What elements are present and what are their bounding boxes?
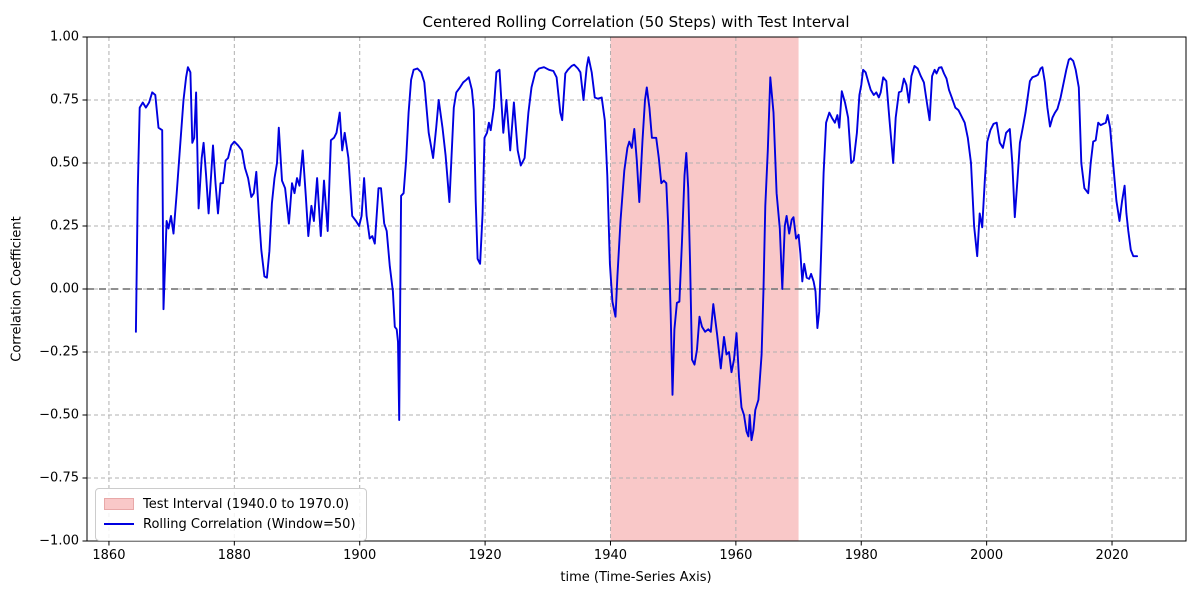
- legend-label-test-interval: Test Interval (1940.0 to 1970.0): [143, 496, 350, 512]
- chart-title: Centered Rolling Correlation (50 Steps) …: [422, 13, 850, 31]
- test-interval-swatch-icon: [104, 498, 134, 510]
- y-tick-label: −0.25: [39, 344, 79, 360]
- y-tick-label: −0.50: [39, 407, 79, 423]
- legend-item-rolling-correlation: Rolling Correlation (Window=50): [104, 514, 356, 534]
- x-tick-label: 1860: [92, 548, 126, 563]
- y-tick-label: 1.00: [50, 29, 79, 45]
- x-tick-label: 2020: [1095, 548, 1129, 563]
- x-tick-label: 1960: [719, 548, 753, 563]
- y-tick-label: 0.25: [50, 218, 79, 234]
- x-tick-label: 2000: [970, 548, 1004, 563]
- y-tick-label: −1.00: [39, 533, 79, 549]
- y-tick-label: 0.00: [50, 281, 79, 297]
- x-axis-label: time (Time-Series Axis): [560, 570, 712, 585]
- y-tick-label: 0.50: [50, 155, 79, 171]
- rolling-correlation-line: [134, 56, 1139, 442]
- x-tick-label: 1940: [593, 548, 628, 563]
- y-tick-label: 0.75: [50, 92, 79, 108]
- rolling-correlation-line-swatch-icon: [104, 523, 134, 525]
- legend-item-test-interval: Test Interval (1940.0 to 1970.0): [104, 494, 356, 514]
- x-tick-label: 1900: [343, 548, 377, 563]
- legend-label-rolling-correlation: Rolling Correlation (Window=50): [143, 516, 356, 532]
- x-tick-label: 1880: [217, 548, 251, 563]
- y-tick-label: −0.75: [39, 470, 79, 486]
- x-tick-label: 1920: [468, 548, 502, 563]
- legend: Test Interval (1940.0 to 1970.0) Rolling…: [95, 488, 367, 541]
- x-tick-label: 1980: [844, 548, 878, 563]
- y-axis-label: Correlation Coefficient: [9, 216, 25, 362]
